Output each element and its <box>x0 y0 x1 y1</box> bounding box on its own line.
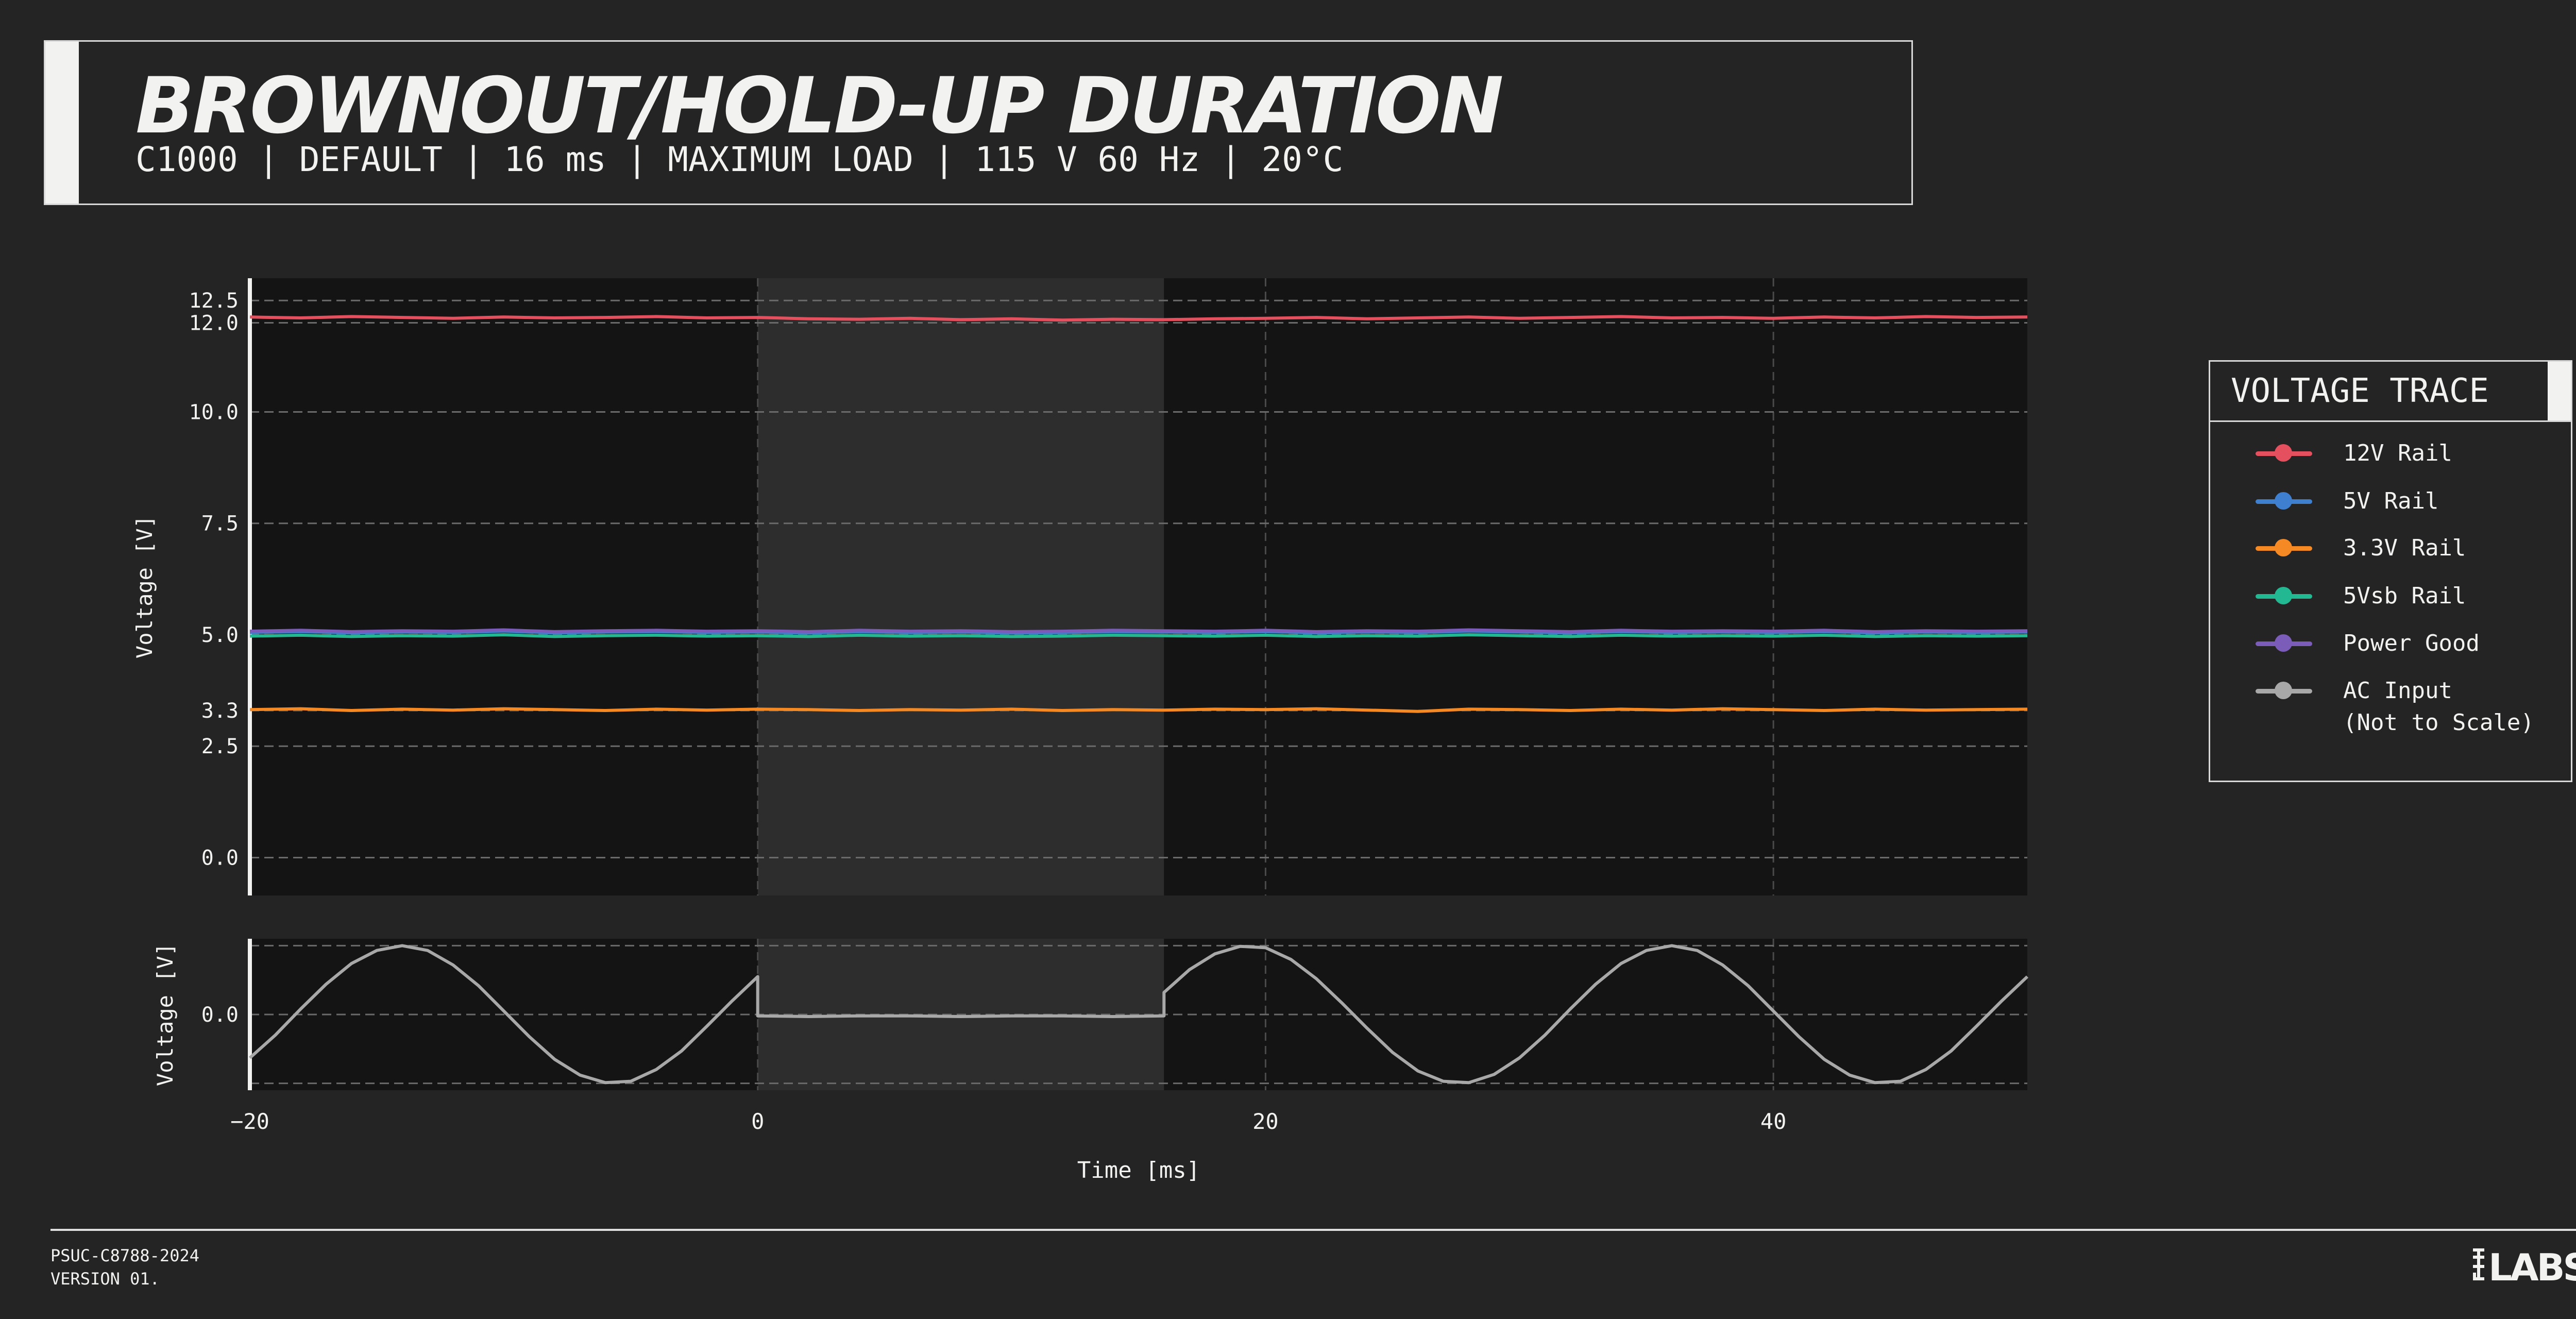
series-line-3-3v-rail <box>249 707 2028 713</box>
footer-code: PSUC-C8788-2024 <box>50 1246 199 1265</box>
legend-swatch-icon <box>2256 679 2312 703</box>
x-tick-label: 0 <box>751 1109 764 1134</box>
legend-swatch-icon <box>2256 632 2312 655</box>
title-box: BROWNOUT/HOLD-UP DURATION C1000 | DEFAUL… <box>44 40 1913 205</box>
legend-item: AC Input (Not to Scale) <box>2256 678 2534 739</box>
y-axis-label: Voltage [V] <box>152 943 178 1086</box>
legend-item: 3.3V Rail <box>2256 535 2466 564</box>
ltt-labs-logo: LABS <box>2473 1246 2576 1283</box>
legend-title: VOLTAGE TRACE <box>2231 372 2489 410</box>
legend-accent-bar <box>2548 362 2571 420</box>
outage-shaded-region <box>757 278 1164 895</box>
y-tick-label: 12.0 <box>189 311 239 335</box>
ac-input-plot: 0.0 Voltage [V] −20 0 20 40 Time [ms] <box>152 939 2029 1183</box>
y-tick-label: 12.5 <box>189 289 239 313</box>
y-tick-label: 3.3 <box>201 699 239 723</box>
y-tick-label: 0.0 <box>201 1003 239 1027</box>
y-tick-label: 7.5 <box>201 512 239 536</box>
y-tick-label: 2.5 <box>201 735 239 758</box>
logo-text: LABS <box>2488 1246 2576 1283</box>
legend: VOLTAGE TRACE 12V Rail 5V Rail 3.3V Rail 5V… <box>2209 360 2572 782</box>
page-title: BROWNOUT/HOLD-UP DURATION <box>135 61 1504 151</box>
legend-swatch-icon <box>2256 489 2312 513</box>
legend-label: AC Input (Not to Scale) <box>2343 678 2534 736</box>
x-axis-label: Time [ms] <box>1077 1157 1200 1183</box>
series-line-5vsb-rail <box>249 633 2028 638</box>
y-axis-label: Voltage [V] <box>132 515 157 658</box>
legend-label: 12V Rail <box>2343 440 2452 466</box>
x-tick-label: 40 <box>1760 1109 1787 1134</box>
series-line-12v-rail <box>249 315 2028 322</box>
legend-label: 5Vsb Rail <box>2343 583 2466 609</box>
x-tick-label: −20 <box>230 1109 269 1134</box>
legend-swatch-icon <box>2256 584 2312 608</box>
legend-item: 12V Rail <box>2256 440 2452 469</box>
y-tick-label: 0.0 <box>201 846 239 870</box>
y-tick-label: 5.0 <box>201 623 239 647</box>
series-line-ac-input <box>248 944 2029 1085</box>
legend-label: Power Good <box>2343 630 2480 656</box>
x-tick-label: 20 <box>1252 1109 1279 1134</box>
legend-label: 5V Rail <box>2343 488 2439 514</box>
legend-swatch-icon <box>2256 536 2312 560</box>
series-line-power-good <box>249 628 2028 633</box>
footer-divider <box>50 1229 2576 1231</box>
legend-item: Power Good <box>2256 630 2480 660</box>
footer-version: VERSION 01. <box>50 1269 160 1289</box>
title-accent-bar <box>45 42 79 204</box>
legend-label: 3.3V Rail <box>2343 535 2466 561</box>
page-subtitle: C1000 | DEFAULT | 16 ms | MAXIMUM LOAD |… <box>135 140 1344 179</box>
legend-swatch-icon <box>2256 442 2312 465</box>
legend-header: VOLTAGE TRACE <box>2210 362 2571 422</box>
main-voltage-plot: 0.0 2.5 3.3 5.0 7.5 10.0 12.012.5 Voltage [V] <box>132 278 2028 895</box>
legend-item: 5V Rail <box>2256 488 2438 517</box>
y-tick-label: 10.0 <box>189 400 239 424</box>
legend-item: 5Vsb Rail <box>2256 583 2466 612</box>
